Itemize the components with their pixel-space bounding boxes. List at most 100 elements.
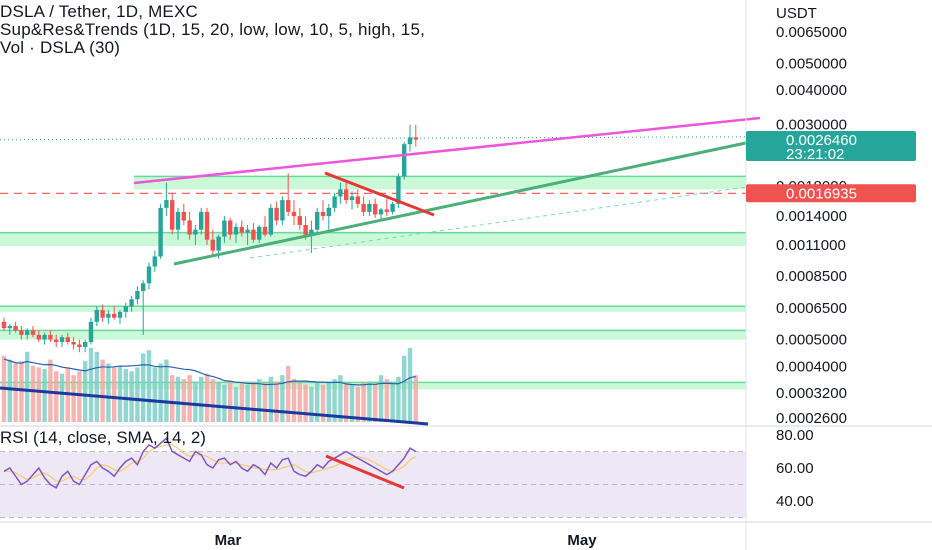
candle-body: [361, 203, 366, 212]
volume-bar: [378, 375, 384, 422]
candle-body: [309, 229, 314, 235]
volume-bar: [152, 367, 157, 422]
time-axis: Mar May: [215, 532, 598, 549]
rsi-tick-label: 80.00: [776, 427, 814, 444]
chart-title[interactable]: DSLA / Tether, 1D, MEXC: [0, 2, 198, 21]
candle-body: [355, 196, 360, 204]
sr-zone: [0, 330, 746, 340]
blue-trend-line: [0, 386, 429, 426]
rsi-red-trend-line: [325, 454, 405, 490]
candle-body: [210, 239, 215, 251]
volume-bar: [88, 347, 94, 422]
volume-pane: [1, 347, 418, 422]
rsi-tick-label: 60.00: [776, 460, 814, 477]
volume-bar: [112, 367, 117, 422]
volume-bar: [228, 381, 233, 422]
candle-body: [48, 334, 53, 340]
candle-body: [239, 226, 244, 233]
volume-bar: [349, 384, 355, 422]
candle-body: [170, 200, 175, 230]
volume-label[interactable]: Vol · DSLA (30): [0, 38, 121, 57]
volume-bar: [396, 376, 401, 422]
candle-body: [88, 321, 94, 343]
rsi-label[interactable]: RSI (14, close, SMA, 14, 2): [0, 428, 206, 447]
candle-body: [320, 211, 326, 217]
volume-bar: [77, 371, 82, 422]
candle-body: [117, 311, 123, 318]
indicator-label[interactable]: Sup&Res&Trends (1D, 15, 20, low, low, 10…: [0, 20, 426, 39]
volume-bar: [164, 359, 169, 422]
volume-bar: [216, 383, 221, 422]
candle-body: [129, 299, 134, 307]
sr-zone: [134, 176, 746, 190]
volume-bar: [19, 361, 24, 422]
volume-bar: [210, 379, 215, 422]
candle-body: [175, 211, 181, 230]
volume-bar: [59, 373, 65, 422]
candle-body: [7, 325, 12, 329]
sr-zone: [0, 306, 746, 312]
candle-body: [245, 229, 250, 233]
volume-bar: [117, 365, 123, 422]
volume-bar: [7, 359, 12, 422]
volume-bar: [83, 361, 88, 422]
volume-bar: [106, 363, 111, 422]
price-tick-label: 0.0030000: [776, 117, 847, 134]
candle-body: [19, 330, 24, 335]
candle-body: [233, 226, 239, 235]
volume-bar: [344, 383, 349, 422]
rsi-ma-line: [4, 444, 417, 482]
volume-bar: [199, 376, 204, 422]
candle-body: [344, 189, 349, 201]
volume-bar: [402, 355, 407, 422]
candle-body: [384, 209, 389, 212]
volume-bar: [320, 384, 326, 422]
candle-body: [257, 226, 262, 240]
volume-bar: [245, 384, 250, 422]
volume-bar: [326, 381, 331, 422]
candle-body: [77, 344, 82, 348]
candle-body: [280, 200, 285, 221]
volume-bar: [291, 379, 297, 422]
volume-bar: [54, 371, 59, 422]
candle-body: [338, 189, 343, 197]
candle-body: [222, 220, 227, 237]
volume-bar: [100, 359, 105, 422]
volume-bar: [251, 381, 256, 422]
candle-body: [181, 211, 186, 221]
candle-body: [228, 220, 233, 235]
price-tick-label: 0.0006500: [776, 300, 847, 317]
candle-body: [36, 334, 41, 340]
candle-body: [291, 211, 297, 217]
candle-body: [193, 229, 198, 235]
volume-bar: [135, 367, 140, 422]
time-tick-label: Mar: [215, 532, 242, 549]
volume-bar: [141, 353, 146, 422]
countdown-value: 23:21:02: [786, 146, 844, 163]
volume-bar: [193, 381, 198, 422]
volume-bar: [129, 371, 134, 422]
volume-bar: [146, 350, 152, 422]
candle-body: [204, 211, 210, 240]
volume-bar: [297, 383, 302, 422]
price-tick-label: 0.0002600: [776, 410, 847, 427]
volume-bar: [175, 376, 181, 422]
volume-bar: [367, 381, 372, 422]
volume-bar: [268, 376, 273, 422]
candle-body: [413, 137, 418, 140]
price-axis: USDT 0.0065000 0.0050000 0.0040000 0.0030000…: [745, 0, 847, 550]
candle-body: [54, 339, 59, 343]
candle-body: [274, 207, 279, 221]
candle-body: [367, 203, 372, 212]
trend-lines: [0, 116, 761, 426]
rsi-pane: [0, 425, 932, 523]
rsi-line: [3, 437, 417, 489]
volume-bar: [25, 351, 30, 422]
volume-bar: [94, 351, 99, 422]
red-trend-line: [324, 171, 435, 217]
dashed-trend-line: [249, 184, 761, 259]
volume-bar: [233, 386, 239, 422]
volume-bar: [413, 375, 418, 422]
